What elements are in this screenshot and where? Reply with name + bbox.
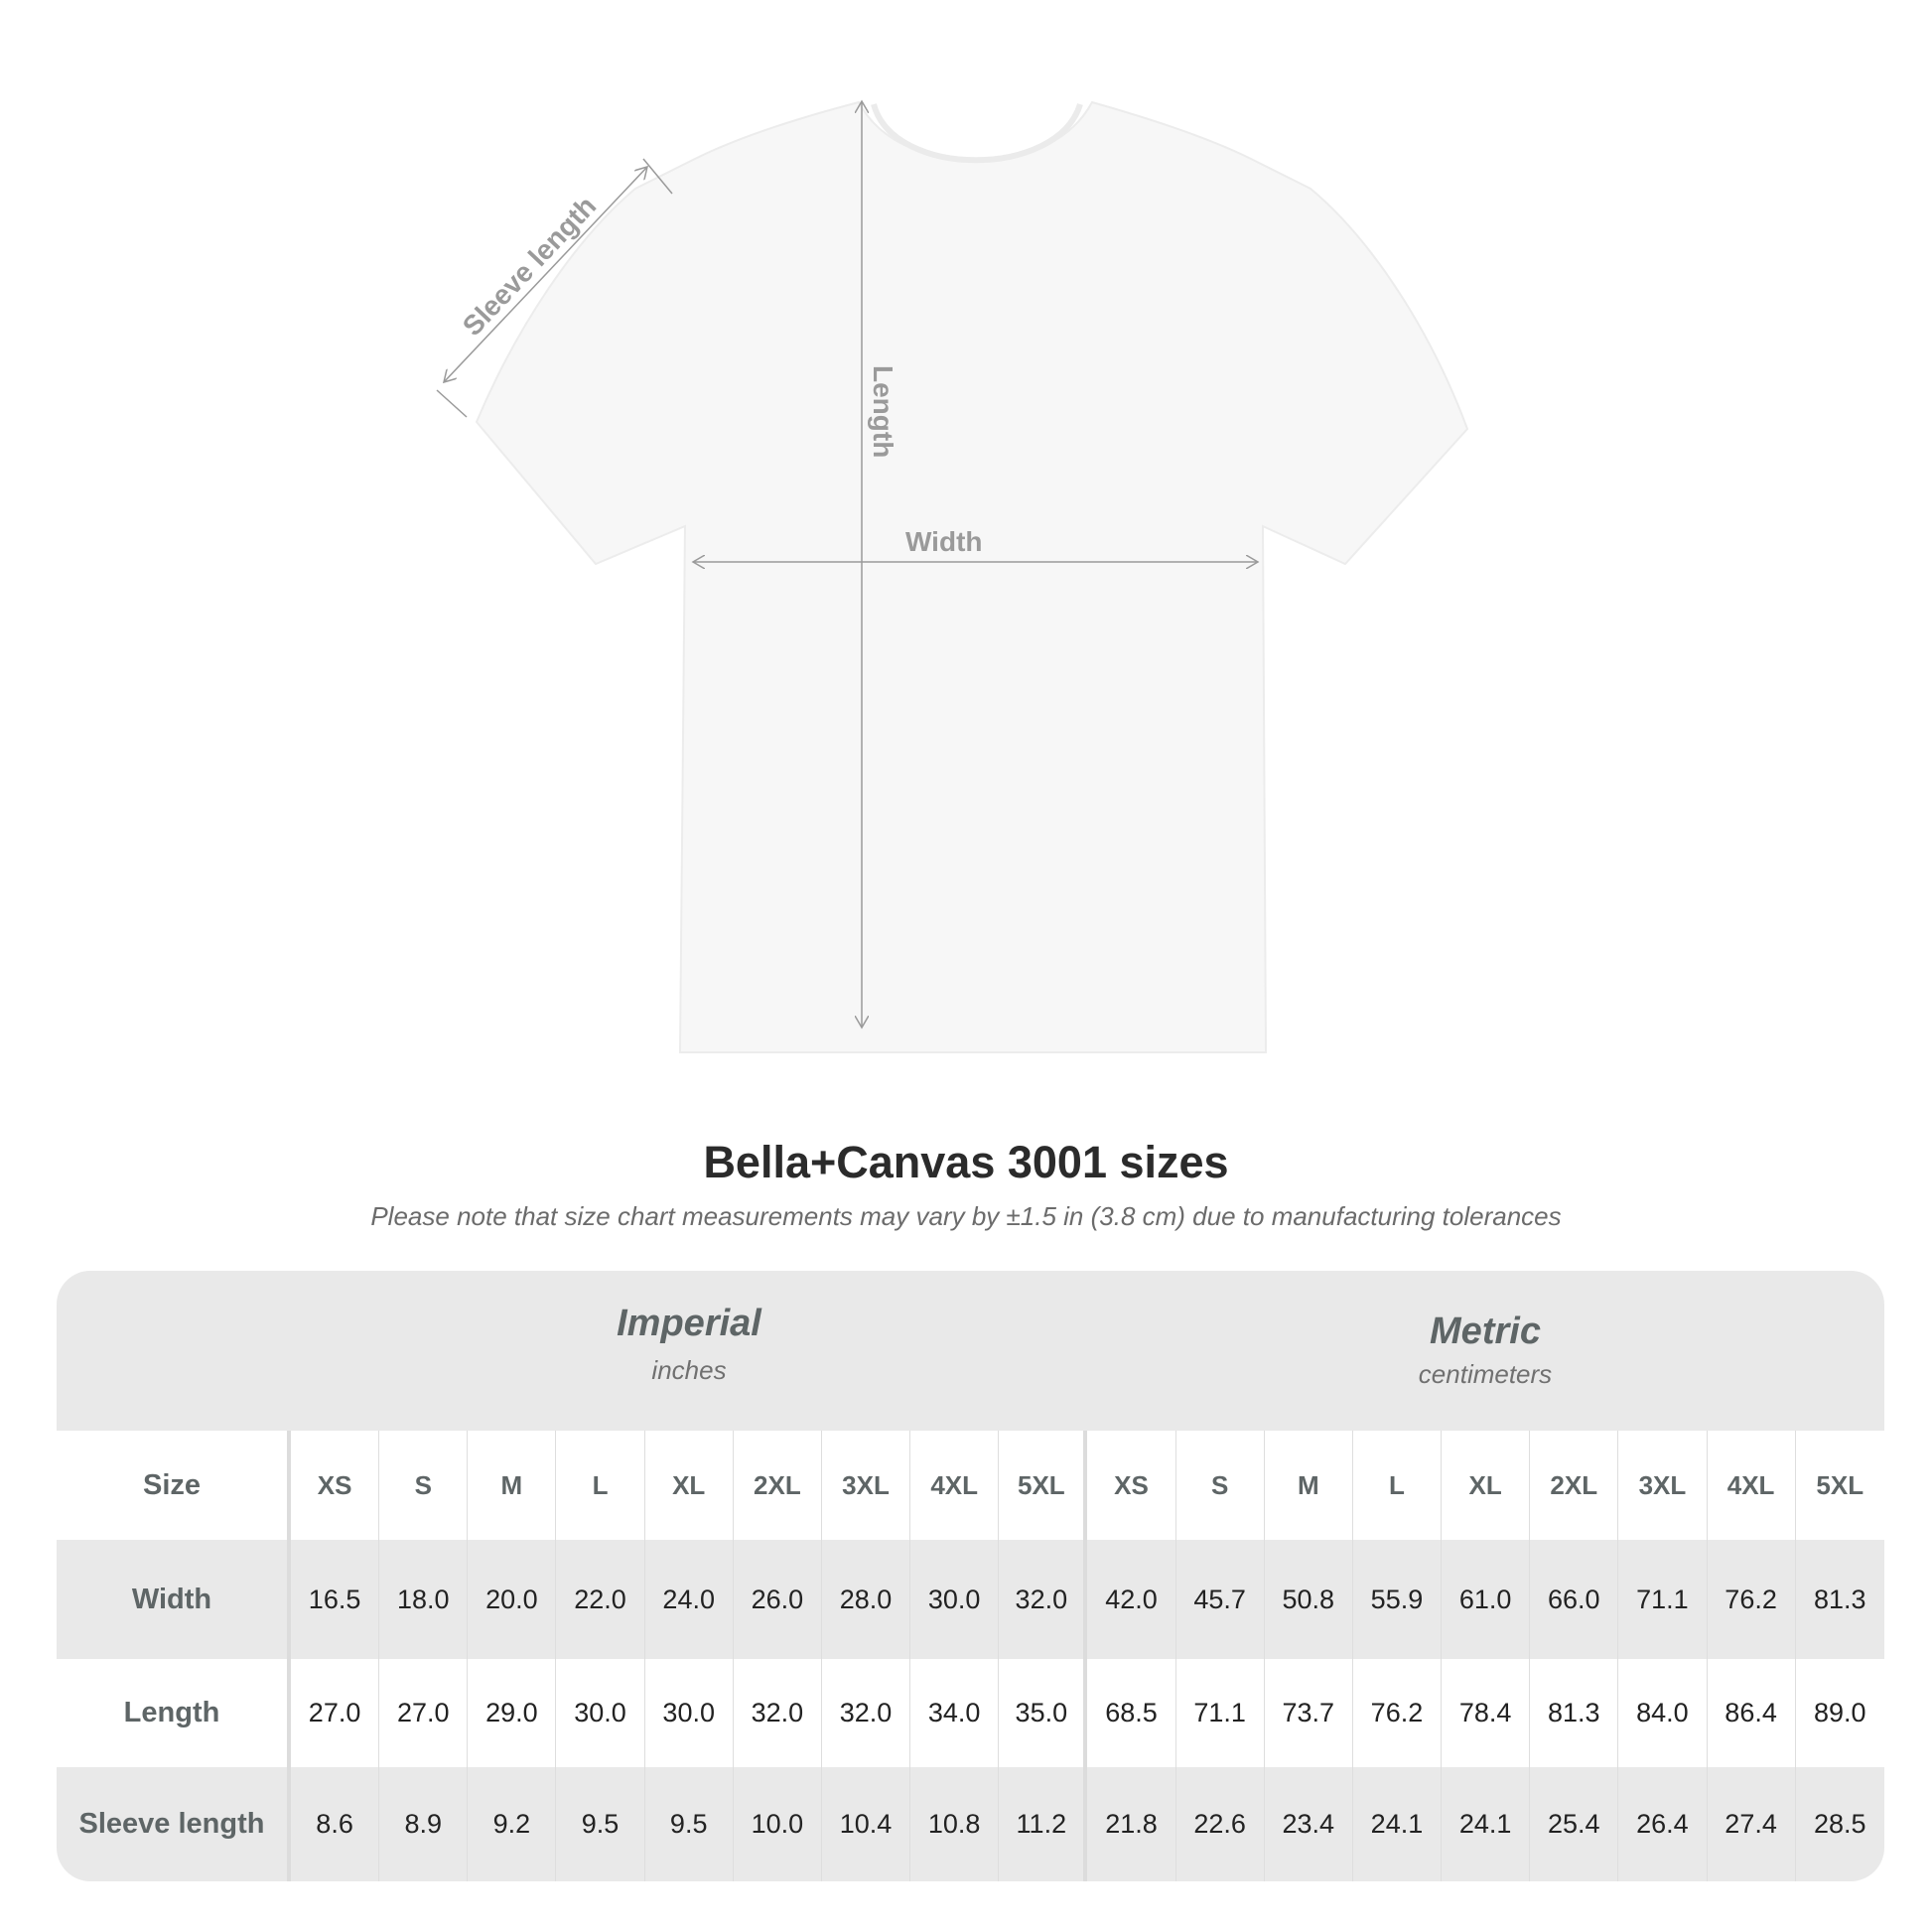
table-cell: 32.0 <box>734 1659 822 1767</box>
table-cell: 30.0 <box>910 1540 1000 1659</box>
table-cell: 66.0 <box>1530 1540 1619 1659</box>
table-cell: 86.4 <box>1708 1659 1796 1767</box>
tshirt-shape <box>475 100 1469 1053</box>
table-cell: 71.1 <box>1618 1540 1708 1659</box>
group-name: Imperial <box>617 1303 761 1344</box>
table-cell: 32.0 <box>999 1540 1088 1659</box>
table-cell: 73.7 <box>1265 1659 1353 1767</box>
table-cell: 24.1 <box>1353 1767 1443 1881</box>
size-header: L <box>556 1431 645 1540</box>
table-cell: 45.7 <box>1176 1540 1265 1659</box>
table-cell: 81.3 <box>1530 1659 1619 1767</box>
table-cell: 28.5 <box>1813 1809 1866 1839</box>
table-cell: 23.4 <box>1265 1767 1353 1881</box>
group-metric: Metric centimeters <box>1087 1271 1883 1431</box>
table-cell: 32.0 <box>822 1659 911 1767</box>
table-cell: 10.4 <box>822 1767 911 1881</box>
table-cell: 20.0 <box>468 1540 557 1659</box>
size-header: 5XL <box>999 1431 1088 1540</box>
table-cell: 22.6 <box>1176 1767 1265 1881</box>
row-label: Sleeve length <box>57 1767 291 1881</box>
size-header: 4XL <box>910 1431 1000 1540</box>
table-cell: 27.0 <box>291 1659 380 1767</box>
length-label: Length <box>868 365 898 458</box>
group-unit: centimeters <box>1418 1359 1553 1389</box>
size-header: XS <box>1087 1431 1176 1540</box>
size-header: 2XL <box>1530 1431 1619 1540</box>
table-cell: 27.4 <box>1708 1767 1796 1881</box>
table-cell: 9.5 <box>645 1767 734 1881</box>
table-cell: 9.5 <box>556 1767 645 1881</box>
size-header: L <box>1353 1431 1443 1540</box>
table-cell: 28.0 <box>822 1540 911 1659</box>
table-cell: 71.1 <box>1176 1659 1265 1767</box>
table-cell: 8.9 <box>379 1767 469 1881</box>
table-cell: 22.0 <box>556 1540 645 1659</box>
tolerance-note: Please note that size chart measurements… <box>370 1201 1562 1231</box>
size-header: 5XL <box>1816 1469 1864 1500</box>
sleeve-arrow <box>444 167 647 382</box>
table-cell: 25.4 <box>1530 1767 1619 1881</box>
table-cell: 61.0 <box>1442 1540 1531 1659</box>
table-cell: 11.2 <box>999 1767 1088 1881</box>
width-label: Width <box>905 526 983 557</box>
table-cell: 24.1 <box>1442 1767 1531 1881</box>
table-cell: 21.8 <box>1087 1767 1176 1881</box>
size-chart-table: Imperial inches Metric centimeters Size X… <box>57 1271 1884 1881</box>
page-title: Bella+Canvas 3001 sizes <box>703 1137 1229 1187</box>
table-cell: 81.3 <box>1813 1584 1866 1614</box>
group-unit: inches <box>651 1355 727 1385</box>
table-cell: 84.0 <box>1618 1659 1708 1767</box>
row-label: Length <box>57 1659 291 1767</box>
group-name: Metric <box>1430 1311 1541 1352</box>
table-cell: 30.0 <box>556 1659 645 1767</box>
table-cell: 55.9 <box>1353 1540 1443 1659</box>
size-header: 3XL <box>1618 1431 1708 1540</box>
table-cell: 10.0 <box>734 1767 822 1881</box>
table-cell: 26.4 <box>1618 1767 1708 1881</box>
table-cell: 68.5 <box>1087 1659 1176 1767</box>
table-cell: 29.0 <box>468 1659 557 1767</box>
size-header: 2XL <box>734 1431 822 1540</box>
table-cell: 76.2 <box>1708 1540 1796 1659</box>
table-cell: 30.0 <box>645 1659 734 1767</box>
table-row: Width 16.5 18.0 20.0 22.0 24.0 26.0 28.0 30.0 32.… <box>57 1540 1884 1659</box>
table-cell: 35.0 <box>999 1659 1088 1767</box>
size-header: M <box>468 1431 557 1540</box>
table-cell: 89.0 <box>1813 1698 1866 1727</box>
size-header: M <box>1265 1431 1353 1540</box>
table-cell: 16.5 <box>291 1540 380 1659</box>
table-cell: 9.2 <box>468 1767 557 1881</box>
table-row: Sleeve length 8.6 8.9 9.2 9.5 9.5 10.0 10.4 10.8… <box>57 1767 1884 1881</box>
table-cell: 50.8 <box>1265 1540 1353 1659</box>
table-cell: 27.0 <box>379 1659 469 1767</box>
table-cell: 18.0 <box>379 1540 469 1659</box>
size-header: 3XL <box>822 1431 911 1540</box>
row-label: Width <box>57 1540 291 1659</box>
size-header-row: Size XS S M L XL 2XL 3XL 4XL 5XL XS S M L XL 2XL 3XL 4XL 5… <box>57 1431 1884 1540</box>
size-header: 4XL <box>1708 1431 1796 1540</box>
table-cell: 24.0 <box>645 1540 734 1659</box>
size-label: Size <box>57 1431 291 1540</box>
table-cell: 8.6 <box>291 1767 380 1881</box>
tshirt-diagram: Sleeve length Length Width <box>436 0 1469 1053</box>
table-cell: 26.0 <box>734 1540 822 1659</box>
table-cell: 10.8 <box>910 1767 1000 1881</box>
size-header: XL <box>645 1431 734 1540</box>
group-imperial: Imperial inches <box>291 1271 1087 1431</box>
table-cell: 78.4 <box>1442 1659 1531 1767</box>
size-header: S <box>1176 1431 1265 1540</box>
size-header: S <box>379 1431 469 1540</box>
table-row: Length 27.0 27.0 29.0 30.0 30.0 32.0 32.0 34.0 35… <box>57 1659 1884 1767</box>
table-cell: 42.0 <box>1087 1540 1176 1659</box>
table-cell: 76.2 <box>1353 1659 1443 1767</box>
table-cell: 34.0 <box>910 1659 1000 1767</box>
size-header: XL <box>1442 1431 1531 1540</box>
size-header: XS <box>291 1431 380 1540</box>
